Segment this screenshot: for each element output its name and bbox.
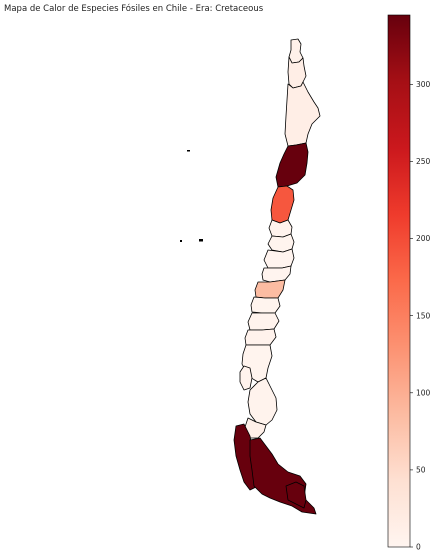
region-valparaiso bbox=[268, 219, 293, 238]
island-juan-fernandez-1 bbox=[180, 240, 182, 242]
colorbar-tick-label: 200 bbox=[416, 234, 431, 243]
region-chiloe bbox=[239, 365, 253, 391]
colorbar-tick-label: 250 bbox=[416, 157, 431, 166]
colorbar-tick-label: 150 bbox=[416, 311, 431, 320]
region-ohiggins bbox=[263, 248, 295, 269]
region-nuble bbox=[254, 279, 286, 299]
colorbar-ticks: 0 50 100 150 200 250 300 bbox=[410, 80, 431, 552]
region-araucania bbox=[247, 312, 280, 331]
region-arica bbox=[288, 38, 304, 64]
island-san-felix bbox=[187, 150, 190, 152]
colorbar-tick-label: 50 bbox=[416, 465, 426, 474]
region-atacama bbox=[275, 142, 309, 188]
region-biobio bbox=[250, 296, 281, 314]
region-magallanes bbox=[249, 437, 317, 515]
map-title: Mapa de Calor de Especies Fósiles en Chi… bbox=[4, 4, 264, 14]
region-antofagasta bbox=[284, 81, 321, 147]
colorbar-tick-label: 0 bbox=[416, 543, 421, 552]
region-coquimbo bbox=[270, 185, 295, 224]
region-los-rios bbox=[244, 328, 277, 346]
region-aysen-north bbox=[247, 377, 278, 426]
colorbar bbox=[387, 14, 411, 548]
island-juan-fernandez-2 bbox=[199, 239, 203, 242]
colorbar-tick-label: 100 bbox=[416, 388, 431, 397]
region-maule bbox=[261, 265, 292, 283]
colorbar-tick-label: 300 bbox=[416, 80, 431, 89]
region-tierra-del-fuego bbox=[285, 481, 307, 509]
region-tarapaca bbox=[287, 56, 307, 89]
